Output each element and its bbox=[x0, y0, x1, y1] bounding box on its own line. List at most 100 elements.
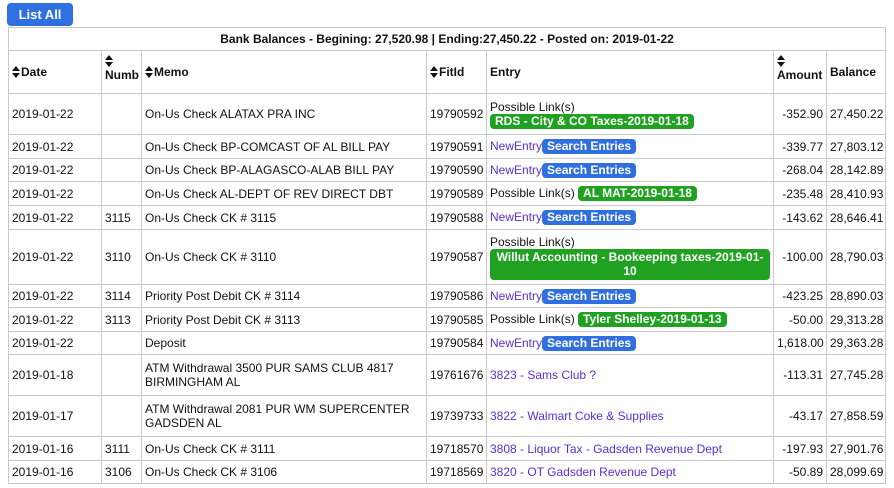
col-label-memo: Memo bbox=[154, 65, 189, 79]
cell-fitid: 19739733 bbox=[426, 395, 487, 437]
col-header-entry: Entry bbox=[486, 50, 774, 94]
col-header-memo[interactable]: Memo bbox=[141, 50, 427, 94]
search-entries-button[interactable]: Search Entries bbox=[542, 335, 637, 351]
cell-entry: NewEntry Search Entries bbox=[486, 158, 774, 182]
col-header-amount[interactable]: Amount bbox=[773, 50, 827, 94]
caption-row: Bank Balances - Begining: 27,520.98 | En… bbox=[7, 27, 887, 51]
cell-date: 2019-01-22 bbox=[8, 181, 102, 206]
linked-entry-link[interactable]: 3822 - Walmart Coke & Supplies bbox=[490, 409, 664, 423]
cell-entry: NewEntry Search Entries bbox=[486, 284, 774, 308]
linked-entry-link[interactable]: 3820 - OT Gadsden Revenue Dept bbox=[490, 465, 676, 479]
cell-numb: 3106 bbox=[101, 460, 142, 484]
table-row: 2019-01-16 3111 On-Us Check CK # 3111 19… bbox=[8, 436, 887, 461]
cell-balance: 27,450.22 bbox=[825, 93, 887, 135]
col-label-balance: Balance bbox=[830, 65, 877, 79]
new-entry-link[interactable]: NewEntry bbox=[490, 139, 543, 153]
linked-entry-link[interactable]: 3808 - Liquor Tax - Gadsden Revenue Dept bbox=[490, 441, 722, 456]
cell-numb: 3114 bbox=[101, 284, 142, 308]
cell-date: 2019-01-22 bbox=[8, 284, 102, 308]
sort-icon[interactable] bbox=[430, 65, 438, 78]
table-row: 2019-01-22 On-Us Check BP-ALAGASCO-ALAB … bbox=[8, 158, 887, 182]
new-entry-link[interactable]: NewEntry bbox=[490, 162, 543, 177]
sort-icon[interactable] bbox=[12, 65, 20, 78]
cell-fitid: 19761676 bbox=[426, 354, 487, 396]
cell-numb: 3110 bbox=[101, 229, 142, 285]
col-header-numb[interactable]: Numb bbox=[101, 50, 142, 94]
cell-amount: -339.77 bbox=[773, 134, 827, 159]
list-all-button[interactable]: List All bbox=[7, 3, 73, 26]
cell-memo: ATM Withdrawal 2081 PUR WM SUPERCENTER G… bbox=[141, 395, 427, 437]
cell-fitid: 19718569 bbox=[426, 460, 487, 484]
possible-link-button[interactable]: Tyler Shelley-2019-01-13 bbox=[578, 312, 727, 327]
cell-entry: 3808 - Liquor Tax - Gadsden Revenue Dept bbox=[486, 436, 774, 461]
table-row: 2019-01-22 On-Us Check ALATAX PRA INC 19… bbox=[8, 93, 887, 135]
new-entry-link[interactable]: NewEntry bbox=[490, 210, 543, 224]
cell-numb bbox=[101, 93, 142, 135]
cell-balance: 27,858.59 bbox=[825, 395, 887, 437]
cell-amount: -113.31 bbox=[773, 354, 827, 396]
cell-amount: -423.25 bbox=[773, 284, 827, 308]
search-entries-button[interactable]: Search Entries bbox=[542, 210, 637, 225]
cell-fitid: 19790590 bbox=[426, 158, 487, 182]
bank-balances-table: Bank Balances - Begining: 27,520.98 | En… bbox=[7, 27, 887, 484]
cell-memo: On-Us Check BP-ALAGASCO-ALAB BILL PAY bbox=[141, 158, 427, 182]
cell-amount: -197.93 bbox=[773, 436, 827, 461]
possible-links-label: Possible Link(s) bbox=[490, 312, 575, 326]
cell-memo: On-Us Check CK # 3115 bbox=[141, 205, 427, 230]
table-row: 2019-01-22 On-Us Check BP-COMCAST OF AL … bbox=[8, 134, 887, 159]
cell-numb bbox=[101, 395, 142, 437]
cell-memo: Deposit bbox=[141, 331, 427, 355]
cell-entry: NewEntry Search Entries bbox=[486, 331, 774, 355]
new-entry-link[interactable]: NewEntry bbox=[490, 288, 543, 303]
cell-amount: -100.00 bbox=[773, 229, 827, 285]
cell-entry: Possible Link(s) Willut Accounting - Book… bbox=[486, 229, 774, 285]
cell-balance: 28,142.89 bbox=[825, 158, 887, 182]
cell-amount: -352.90 bbox=[773, 93, 827, 135]
cell-fitid: 19790587 bbox=[426, 229, 487, 285]
table-row: 2019-01-16 3106 On-Us Check CK # 3106 19… bbox=[8, 460, 887, 484]
cell-entry: NewEntry Search Entries bbox=[486, 205, 774, 230]
cell-entry: Possible Link(s) RDS - City & CO Taxes-20… bbox=[486, 93, 774, 135]
cell-entry: 3820 - OT Gadsden Revenue Dept bbox=[486, 460, 774, 484]
cell-balance: 29,313.28 bbox=[825, 307, 887, 332]
linked-entry-link[interactable]: 3823 - Sams Club ? bbox=[490, 368, 597, 382]
cell-numb: 3115 bbox=[101, 205, 142, 230]
possible-link-button[interactable]: RDS - City & CO Taxes-2019-01-18 bbox=[490, 113, 694, 129]
new-entry-link[interactable]: NewEntry bbox=[490, 335, 543, 350]
sort-icon[interactable] bbox=[777, 54, 785, 67]
search-entries-button[interactable]: Search Entries bbox=[542, 139, 637, 154]
sort-icon[interactable] bbox=[145, 65, 153, 78]
cell-numb bbox=[101, 158, 142, 182]
cell-balance: 29,363.28 bbox=[825, 331, 887, 355]
cell-amount: -50.89 bbox=[773, 460, 827, 484]
cell-balance: 28,646.41 bbox=[825, 205, 887, 230]
cell-amount: -143.62 bbox=[773, 205, 827, 230]
possible-link-button[interactable]: Willut Accounting - Bookeeping taxes-201… bbox=[490, 248, 770, 280]
cell-balance: 28,410.93 bbox=[825, 181, 887, 206]
cell-numb bbox=[101, 181, 142, 206]
cell-entry: Possible Link(s) Tyler Shelley-2019-01-1… bbox=[486, 307, 774, 332]
cell-date: 2019-01-22 bbox=[8, 229, 102, 285]
cell-fitid: 19790585 bbox=[426, 307, 487, 332]
cell-date: 2019-01-18 bbox=[8, 354, 102, 396]
cell-date: 2019-01-22 bbox=[8, 93, 102, 135]
cell-fitid: 19790592 bbox=[426, 93, 487, 135]
cell-date: 2019-01-22 bbox=[8, 158, 102, 182]
possible-link-button[interactable]: AL MAT-2019-01-18 bbox=[578, 186, 697, 201]
cell-fitid: 19790591 bbox=[426, 134, 487, 159]
cell-balance: 27,901.76 bbox=[825, 436, 887, 461]
cell-date: 2019-01-22 bbox=[8, 331, 102, 355]
possible-links-label: Possible Link(s) bbox=[490, 234, 575, 249]
cell-balance: 27,803.12 bbox=[825, 134, 887, 159]
col-label-amount: Amount bbox=[777, 68, 823, 82]
cell-memo: Priority Post Debit CK # 3113 bbox=[141, 307, 427, 332]
col-header-date[interactable]: Date bbox=[8, 50, 102, 94]
cell-numb: 3113 bbox=[101, 307, 142, 332]
search-entries-button[interactable]: Search Entries bbox=[542, 162, 637, 178]
search-entries-button[interactable]: Search Entries bbox=[542, 288, 637, 304]
possible-links-label: Possible Link(s) bbox=[490, 99, 575, 114]
table-row: 2019-01-22 3115 On-Us Check CK # 3115 19… bbox=[8, 205, 887, 230]
col-header-fitid[interactable]: FitId bbox=[426, 50, 487, 94]
sort-icon[interactable] bbox=[105, 54, 113, 67]
cell-balance: 27,745.28 bbox=[825, 354, 887, 396]
